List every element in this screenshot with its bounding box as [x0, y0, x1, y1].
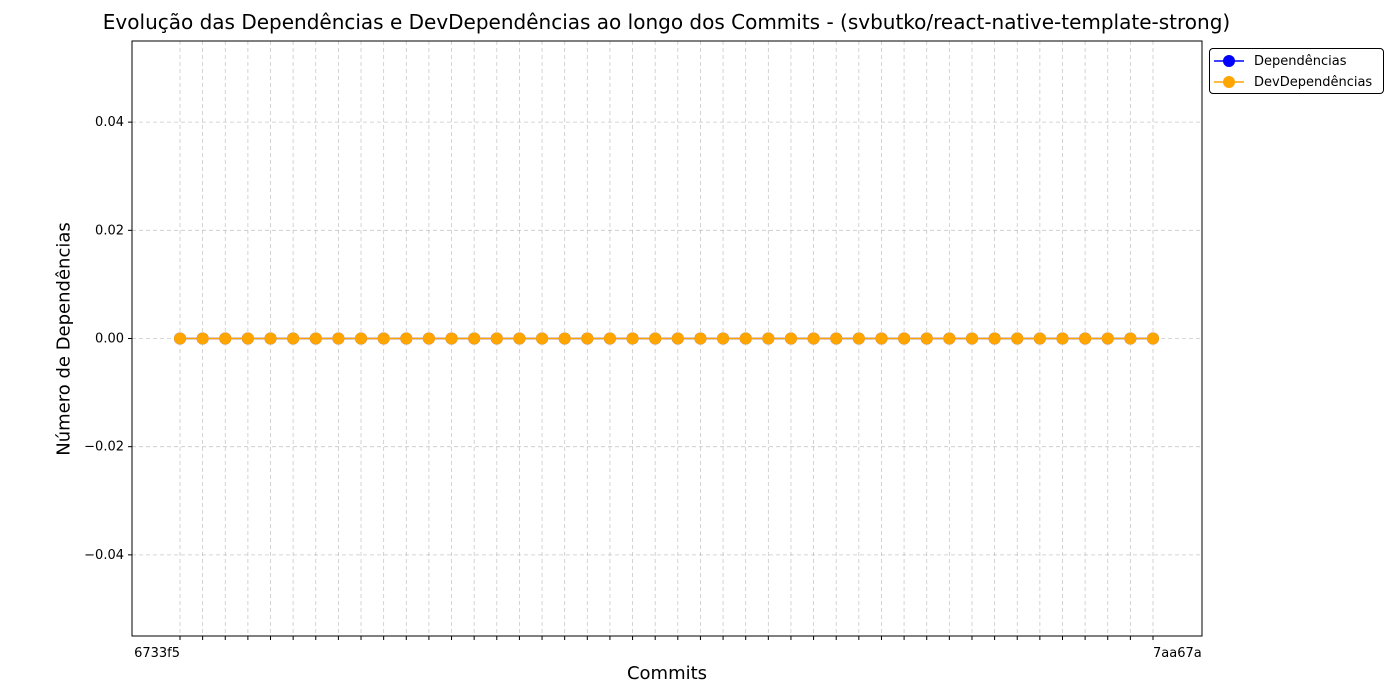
data-point — [513, 332, 526, 345]
data-point — [490, 332, 503, 345]
series-1 — [174, 332, 1159, 345]
data-point — [898, 332, 911, 345]
data-point — [468, 332, 481, 345]
data-point — [536, 332, 549, 345]
data-point — [626, 332, 639, 345]
data-point — [943, 332, 956, 345]
chart-title: Evolução das Dependências e DevDependênc… — [102, 10, 1231, 34]
data-point — [196, 332, 209, 345]
x-axis-ticks: 6733f5 7aa67a — [134, 636, 1202, 661]
data-point — [264, 332, 277, 345]
y-tick-label: 0.02 — [95, 223, 124, 238]
data-point — [355, 332, 368, 345]
legend-label-dependencias: Dependências — [1254, 53, 1347, 69]
y-tick-label: −0.02 — [84, 440, 124, 455]
data-point — [784, 332, 797, 345]
y-axis-label: Número de Dependências — [53, 222, 75, 456]
data-point — [965, 332, 978, 345]
data-point — [1056, 332, 1069, 345]
data-point — [422, 332, 435, 345]
data-point — [309, 332, 322, 345]
data-point — [332, 332, 345, 345]
data-point — [377, 332, 390, 345]
x-tick-label: 7aa67a — [1153, 646, 1202, 661]
data-point — [649, 332, 662, 345]
data-point — [558, 332, 571, 345]
data-point — [920, 332, 933, 345]
data-point — [875, 332, 888, 345]
data-point — [445, 332, 458, 345]
y-axis-ticks: −0.04 −0.02 0.00 0.02 0.04 — [84, 115, 132, 563]
data-point — [671, 332, 684, 345]
data-point — [1124, 332, 1137, 345]
data-point — [1147, 332, 1159, 345]
legend-label-devdependencias: DevDependências — [1254, 74, 1373, 90]
data-point — [581, 332, 594, 345]
data-point — [852, 332, 865, 345]
data-point — [739, 332, 752, 345]
legend-marker-devdependencias — [1214, 76, 1244, 88]
legend-marker-dependencias — [1214, 55, 1244, 67]
data-point — [1011, 332, 1024, 345]
data-point — [1033, 332, 1046, 345]
data-point — [988, 332, 1001, 345]
data-point — [1101, 332, 1114, 345]
y-tick-label: 0.04 — [95, 115, 124, 130]
data-point — [241, 332, 254, 345]
series-layer — [174, 332, 1159, 345]
data-point — [807, 332, 820, 345]
data-point — [287, 332, 300, 345]
data-point — [694, 332, 707, 345]
data-point — [762, 332, 775, 345]
legend-item-dependencias: Dependências — [1210, 51, 1347, 71]
data-point — [717, 332, 730, 345]
data-point — [603, 332, 616, 345]
data-point — [830, 332, 843, 345]
data-point — [400, 332, 413, 345]
legend: Dependências DevDependências — [1209, 48, 1384, 94]
data-point — [1079, 332, 1092, 345]
legend-item-devdependencias: DevDependências — [1210, 72, 1372, 92]
data-point — [219, 332, 232, 345]
y-tick-label: 0.00 — [95, 332, 124, 347]
y-tick-label: −0.04 — [84, 548, 124, 563]
data-point — [174, 332, 186, 345]
x-tick-label: 6733f5 — [134, 646, 180, 661]
x-axis-label: Commits — [626, 663, 708, 684]
